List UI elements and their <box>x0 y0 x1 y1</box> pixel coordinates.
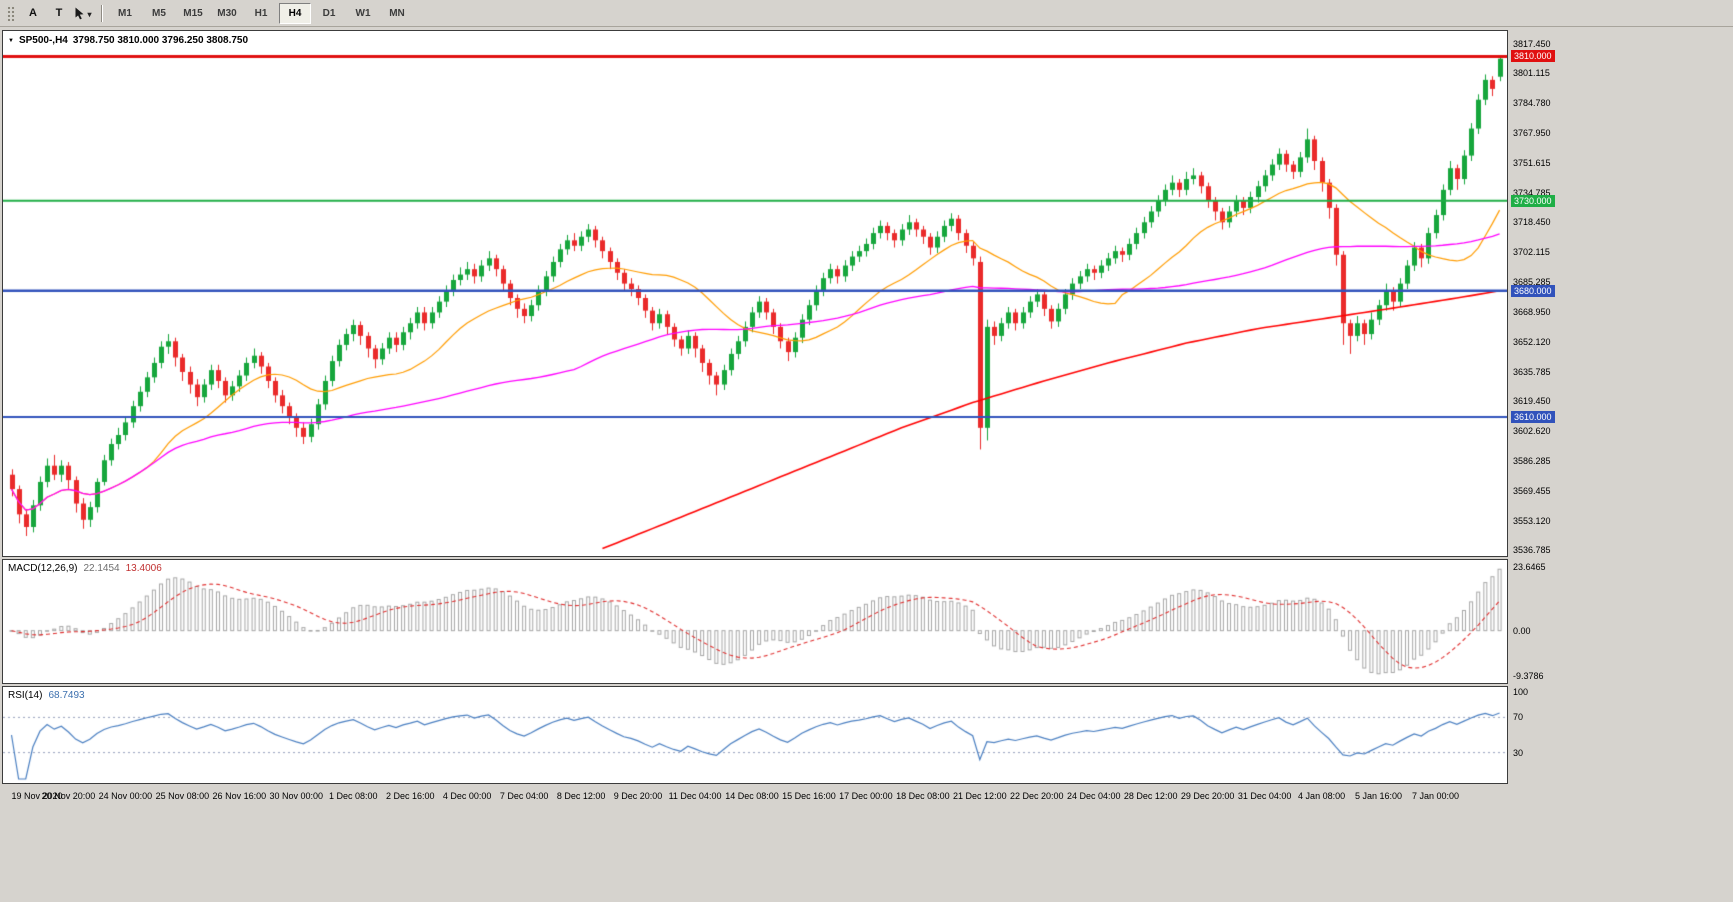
price-axis-label: 3635.785 <box>1513 366 1551 377</box>
timeframe-button-h4[interactable]: H4 <box>279 2 311 24</box>
price-axis-label: 3602.620 <box>1513 426 1551 437</box>
text-tool-button[interactable]: T <box>55 7 63 19</box>
price-axis-label: 3553.120 <box>1513 515 1551 526</box>
price-axis-label: 3718.450 <box>1513 217 1551 228</box>
price-line-badge: 3810.000 <box>1511 50 1555 63</box>
price-chart-canvas[interactable] <box>3 31 1507 556</box>
time-axis-label: 1 Dec 08:00 <box>328 791 378 801</box>
timeframe-button-h1[interactable]: H1 <box>254 7 268 19</box>
time-axis-label: 20 Nov 20:00 <box>41 791 96 801</box>
rsi-name: RSI(14) <box>8 690 43 701</box>
price-axis-label: 3668.950 <box>1513 306 1551 317</box>
price-axis-label: 3702.115 <box>1513 246 1550 257</box>
dropdown-caret-icon: ▾ <box>87 9 92 19</box>
macd-canvas[interactable] <box>3 560 1507 683</box>
rsi-axis[interactable]: 100 70 30 <box>1510 687 1574 783</box>
timeframe-button-mn[interactable]: MN <box>389 7 405 19</box>
cursor-tool-button[interactable]: ▾ <box>71 3 95 24</box>
price-axis-label: 3586.285 <box>1513 455 1551 466</box>
text-label-tool-button[interactable]: A <box>29 7 37 19</box>
time-axis-label: 9 Dec 20:00 <box>613 791 663 801</box>
time-axis-label: 28 Dec 12:00 <box>1123 791 1178 801</box>
macd-name: MACD(12,26,9) <box>8 563 78 574</box>
time-axis-label: 4 Jan 08:00 <box>1298 791 1346 801</box>
macd-panel: MACD(12,26,9) 22.1454 13.4006 <box>2 559 1508 684</box>
time-axis-label: 2 Dec 16:00 <box>385 791 435 801</box>
timeframe-button-m30[interactable]: M30 <box>217 7 237 19</box>
indicator-axis-label: 70 <box>1513 712 1524 723</box>
time-axis-label: 4 Dec 00:00 <box>442 791 492 801</box>
timeframe-button-w1[interactable]: W1 <box>355 7 371 19</box>
time-axis-label: 24 Dec 04:00 <box>1066 791 1121 801</box>
rsi-canvas[interactable] <box>3 687 1507 783</box>
time-axis-label: 8 Dec 12:00 <box>556 791 606 801</box>
timeframe-button-m15[interactable]: M15 <box>183 7 203 19</box>
time-axis-label: 17 Dec 00:00 <box>839 791 893 801</box>
price-line-badge: 3680.000 <box>1511 284 1555 297</box>
time-axis-label: 7 Jan 00:00 <box>1411 791 1460 801</box>
rsi-panel: RSI(14) 68.7493 <box>2 686 1508 784</box>
toolbar-grip[interactable] <box>6 5 15 21</box>
macd-label: MACD(12,26,9) 22.1454 13.4006 <box>8 563 162 574</box>
time-axis-label: 14 Dec 08:00 <box>725 791 779 801</box>
chart-collapse-icon[interactable]: ▼ <box>8 37 14 44</box>
macd-main-value: 22.1454 <box>83 563 120 574</box>
time-axis-label: 25 Nov 08:00 <box>155 791 210 801</box>
timeframe-button-d1[interactable]: D1 <box>322 7 336 19</box>
price-axis-label: 3619.450 <box>1513 395 1551 406</box>
price-line-badge: 3610.000 <box>1511 411 1555 423</box>
time-axis-label: 19 Nov 2020 <box>11 791 63 801</box>
time-axis-label: 5 Jan 16:00 <box>1355 791 1403 801</box>
price-axis-label: 3536.785 <box>1513 545 1551 555</box>
time-axis-label: 30 Nov 00:00 <box>269 791 324 801</box>
price-axis-label: 3734.785 <box>1513 188 1551 199</box>
price-axis-label: 3801.115 <box>1513 68 1550 79</box>
price-axis[interactable]: 3817.450 3801.115 3784.780 3767.950 3751.615… <box>1510 31 1574 556</box>
time-axis-label: 21 Dec 12:00 <box>953 791 1007 801</box>
indicator-axis-label: 23.6465 <box>1513 562 1546 572</box>
timeframe-button-m1[interactable]: M1 <box>118 7 132 19</box>
time-axis-label: 7 Dec 04:00 <box>499 791 549 801</box>
price-axis-label: 3767.950 <box>1513 128 1551 139</box>
time-axis-label: 29 Dec 20:00 <box>1180 791 1235 801</box>
price-axis-label: 3817.450 <box>1513 39 1551 49</box>
time-axis-label: 31 Dec 04:00 <box>1237 791 1292 801</box>
timeframe-toolbar: M1 M5 M15 M30 H1 H4 D1 W1 MN <box>109 2 413 24</box>
price-line-badge: 3730.000 <box>1511 194 1555 207</box>
time-axis-label: 24 Nov 00:00 <box>98 791 153 801</box>
indicator-axis-label: -9.3786 <box>1513 671 1544 681</box>
chart-ohlc-values: 3798.750 3810.000 3796.250 3808.750 <box>72 35 249 46</box>
price-chart-panel: ▼ SP500-,H4 3798.750 3810.000 3796.250 3… <box>2 30 1508 557</box>
time-axis-label: 18 Dec 08:00 <box>896 791 950 801</box>
macd-signal-value: 13.4006 <box>125 563 162 574</box>
time-axis-label: 11 Dec 04:00 <box>668 791 722 801</box>
price-axis-label: 3751.615 <box>1513 157 1551 168</box>
time-axis-label: 26 Nov 16:00 <box>212 791 267 801</box>
toolbar-separator <box>101 4 103 22</box>
price-axis-label: 3685.285 <box>1513 277 1551 288</box>
indicator-axis-label: 30 <box>1513 747 1524 758</box>
cursor-arrow-icon <box>75 7 84 19</box>
chart-header: ▼ SP500-,H4 3798.750 3810.000 3796.250 3… <box>8 35 248 46</box>
price-axis-label: 3784.780 <box>1513 97 1551 108</box>
time-axis[interactable]: 19 Nov 2020 20 Nov 20:00 24 Nov 00:00 25 No… <box>2 787 1574 807</box>
indicator-axis-label: 100 <box>1513 687 1529 697</box>
chart-symbol-period: SP500-,H4 <box>18 35 68 46</box>
indicator-axis-label: 0.00 <box>1513 625 1531 636</box>
price-axis-label: 3652.120 <box>1513 337 1551 348</box>
timeframe-button-m5[interactable]: M5 <box>152 7 166 19</box>
time-axis-label: 22 Dec 20:00 <box>1009 791 1064 801</box>
macd-axis[interactable]: 23.6465 0.00 -9.3786 <box>1510 560 1574 683</box>
rsi-value: 68.7493 <box>48 690 85 701</box>
rsi-label: RSI(14) 68.7493 <box>8 690 85 701</box>
time-axis-label: 15 Dec 16:00 <box>782 791 836 801</box>
price-axis-label: 3569.455 <box>1513 486 1551 497</box>
